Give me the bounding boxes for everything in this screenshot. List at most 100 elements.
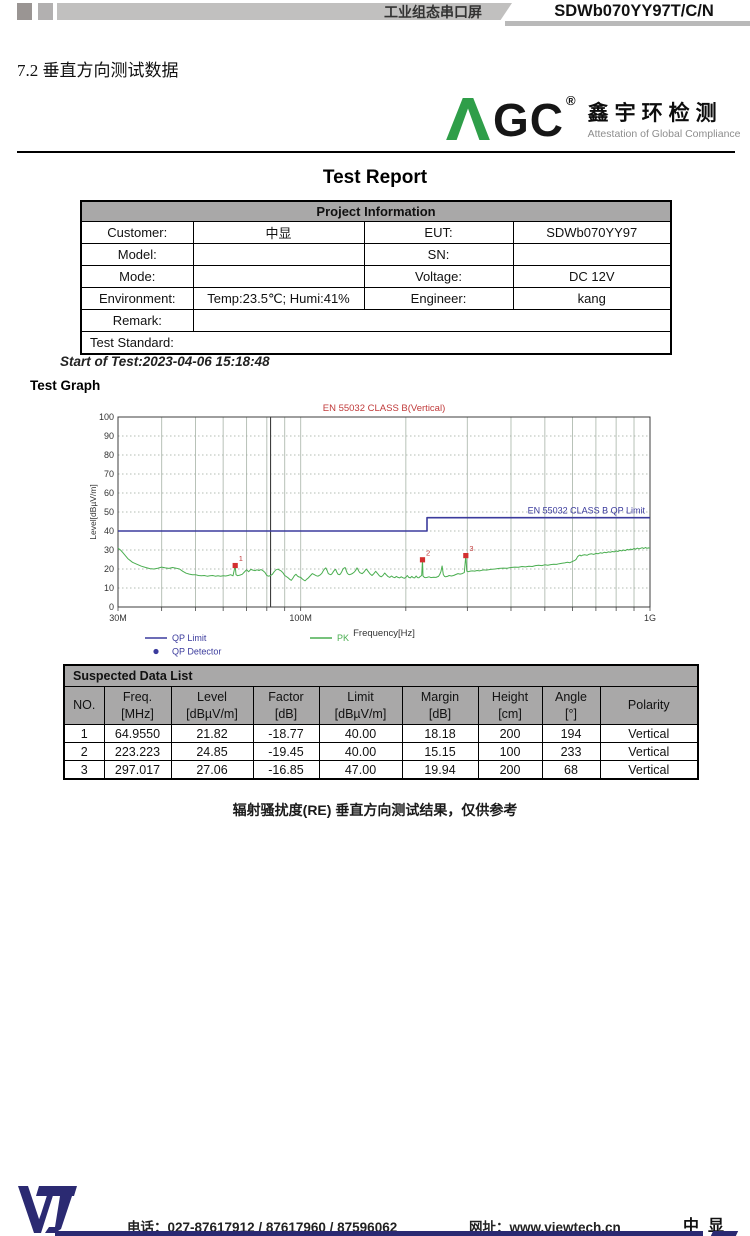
suspected-column-header: Margin [dB] [401, 686, 479, 725]
project-info-cell: Remark: [80, 309, 194, 332]
y-tick-label: 60 [104, 488, 114, 498]
x-tick-label: 1G [644, 613, 656, 623]
chart-title: EN 55032 CLASS B(Vertical) [323, 403, 446, 414]
suspected-data-cell: -16.85 [252, 760, 320, 780]
legend-label-2: QP Detector [172, 647, 221, 657]
suspected-column-header: Freq. [MHz] [103, 686, 172, 725]
suspected-data-cell: Vertical [599, 742, 699, 761]
suspected-data-cell: -19.45 [252, 742, 320, 761]
project-info-cell [192, 243, 365, 266]
y-tick-label: 80 [104, 450, 114, 460]
registered-mark-icon: ® [566, 93, 576, 108]
suspected-data-cell: 15.15 [401, 742, 479, 761]
project-info-cell: Customer: [80, 221, 194, 244]
suspected-data-cell: 64.9550 [103, 724, 172, 743]
suspected-data-row: 2 223.223 24.85 -19.45 40.00 15.15 100 233 Verti… [63, 742, 699, 761]
report-title: Test Report [322, 167, 428, 188]
suspected-column-header: Polarity [599, 686, 699, 725]
project-info-row: Model: SN: [80, 243, 672, 266]
suspected-data-cell: 40.00 [318, 742, 403, 761]
legend-label-0: QP Limit [172, 633, 207, 643]
suspected-data-cell: 200 [477, 724, 543, 743]
project-info-cell: Test Standard: [80, 331, 672, 355]
project-info-cell: SN: [363, 243, 514, 266]
y-tick-label: 90 [104, 431, 114, 441]
suspected-data-cell: -18.77 [252, 724, 320, 743]
project-info-cell: Temp:23.5℃; Humi:41% [192, 287, 365, 310]
agc-chinese-name: 鑫宇环检测 [587, 102, 723, 125]
agc-letters: GC [493, 94, 564, 146]
suspected-data-cell: Vertical [599, 724, 699, 743]
header-square-light [38, 3, 53, 20]
project-info-cell: EUT: [363, 221, 514, 244]
suspected-data-table: Suspected Data List NO. Freq. [MHz] Level [d… [63, 664, 699, 780]
suspected-table-title: Suspected Data List [63, 664, 699, 687]
suspected-data-cell: 194 [541, 724, 601, 743]
footer-bar-end [710, 1231, 739, 1236]
project-info-row: Mode: Voltage: DC 12V [80, 265, 672, 288]
suspected-data-cell: 27.06 [170, 760, 254, 780]
qp-limit-label: EN 55032 CLASS B QP Limit [528, 506, 646, 516]
header-underline [505, 21, 750, 26]
start-of-test-label: Start of Test:2023-04-06 15:18:48 [60, 354, 270, 369]
suspect-marker-1 [232, 562, 238, 569]
project-info-table: Project Information Customer: 中显 EUT: SDWb0… [80, 200, 672, 355]
project-info-cell: SDWb070YY97 [512, 221, 672, 244]
project-info-header: Project Information [80, 200, 672, 222]
suspected-data-row: 3 297.017 27.06 -16.85 47.00 19.94 200 68 Vertic… [63, 760, 699, 780]
x-tick-label: 100M [289, 613, 312, 623]
project-info-cell: Environment: [80, 287, 194, 310]
agc-logo: GC ® 鑫宇环检测 Attestation of Global Complia… [443, 93, 741, 146]
project-info-cell: Mode: [80, 265, 194, 288]
suspect-marker-label: 1 [239, 554, 243, 563]
project-info-body: Customer: 中显 EUT: SDWb070YY97 Model: SN: Mode:… [80, 221, 672, 355]
suspected-data-cell: 100 [477, 742, 543, 761]
logo-divider-rule [17, 151, 735, 153]
suspect-marker-3 [463, 552, 469, 559]
plot-frame [117, 416, 651, 608]
y-tick-label: 30 [104, 545, 114, 555]
y-tick-label: 10 [104, 583, 114, 593]
project-info-row: Test Standard: [80, 331, 672, 355]
suspected-data-cell: 3 [63, 760, 105, 780]
legend-swatch-2 [153, 648, 159, 655]
project-info-cell [192, 265, 365, 288]
project-info-cell [512, 243, 672, 266]
test-graph-chart: 1 2 3 EN 55032 CLASS B(Vertical) EN 55032 CL… [88, 403, 656, 657]
project-info-row: Customer: 中显 EUT: SDWb070YY97 [80, 221, 672, 244]
project-info-row: Remark: [80, 309, 672, 332]
section-title: 7.2 垂直方向测试数据 [17, 61, 179, 80]
result-caption: 辐射骚扰度(RE) 垂直方向测试结果，仅供参考 [232, 802, 518, 818]
x-tick-label: 30M [109, 613, 127, 623]
footer-bar [55, 1231, 703, 1236]
suspected-data-cell: Vertical [599, 760, 699, 780]
suspected-table-header-row: NO. Freq. [MHz] Level [dBµV/m] Factor [dB] Limi… [63, 686, 699, 725]
suspected-column-header: Factor [dB] [252, 686, 320, 725]
suspected-data-cell: 200 [477, 760, 543, 780]
project-info-cell: Model: [80, 243, 194, 266]
y-tick-label: 70 [104, 469, 114, 479]
header-square-dark [17, 3, 32, 20]
suspected-data-cell: 68 [541, 760, 601, 780]
header-model-label: SDWb070YY97T/C/N [554, 2, 714, 20]
project-info-cell: DC 12V [512, 265, 672, 288]
qp-limit-line [118, 516, 650, 532]
suspected-data-cell: 40.00 [318, 724, 403, 743]
suspected-data-row: 1 64.9550 21.82 -18.77 40.00 18.18 200 194 Verti… [63, 724, 699, 743]
suspected-data-cell: 47.00 [318, 760, 403, 780]
suspected-column-header: Level [dBµV/m] [170, 686, 254, 725]
y-tick-label: 50 [104, 507, 114, 517]
project-info-cell: Voltage: [363, 265, 514, 288]
suspect-marker-label: 2 [426, 548, 430, 557]
project-info-cell: Engineer: [363, 287, 514, 310]
suspected-data-cell: 233 [541, 742, 601, 761]
suspected-data-cell: 24.85 [170, 742, 254, 761]
vt-logo-icon [18, 1186, 77, 1233]
y-tick-label: 40 [104, 526, 114, 536]
suspected-column-header: Angle [°] [541, 686, 601, 725]
x-axis-title: Frequency[Hz] [353, 628, 415, 639]
test-graph-label: Test Graph [30, 378, 101, 393]
suspected-data-cell: 223.223 [103, 742, 172, 761]
project-info-cell: kang [512, 287, 672, 310]
suspected-data-cell: 297.017 [103, 760, 172, 780]
